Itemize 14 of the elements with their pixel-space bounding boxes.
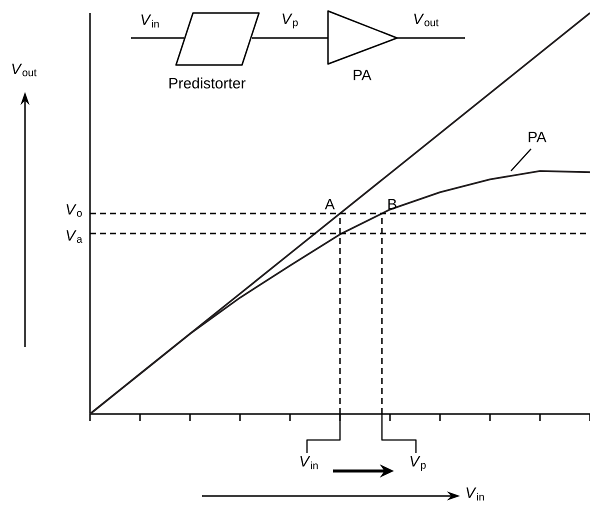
text: V$_{in}$ [300, 456, 318, 470]
text: V$_{p}$ [410, 456, 426, 471]
annotation: V$_{p}$ [282, 14, 298, 28]
annotation: V$_{out}$ [414, 14, 439, 26]
ref-line-label: V$_{a}$ [66, 230, 82, 243]
series-label: PA [528, 132, 546, 142]
annotation: PA [354, 70, 372, 80]
annotation: A [324, 198, 335, 210]
x-axis-title: V$_{in}$ [466, 488, 484, 500]
y-axis-title: V$_{out}$ [12, 64, 37, 76]
ref-line-label: V$_{o}$ [66, 204, 82, 217]
annotation: V$_{in}$ [141, 14, 159, 28]
annotation: B [388, 198, 396, 210]
annotation: Predistorter [169, 77, 246, 88]
